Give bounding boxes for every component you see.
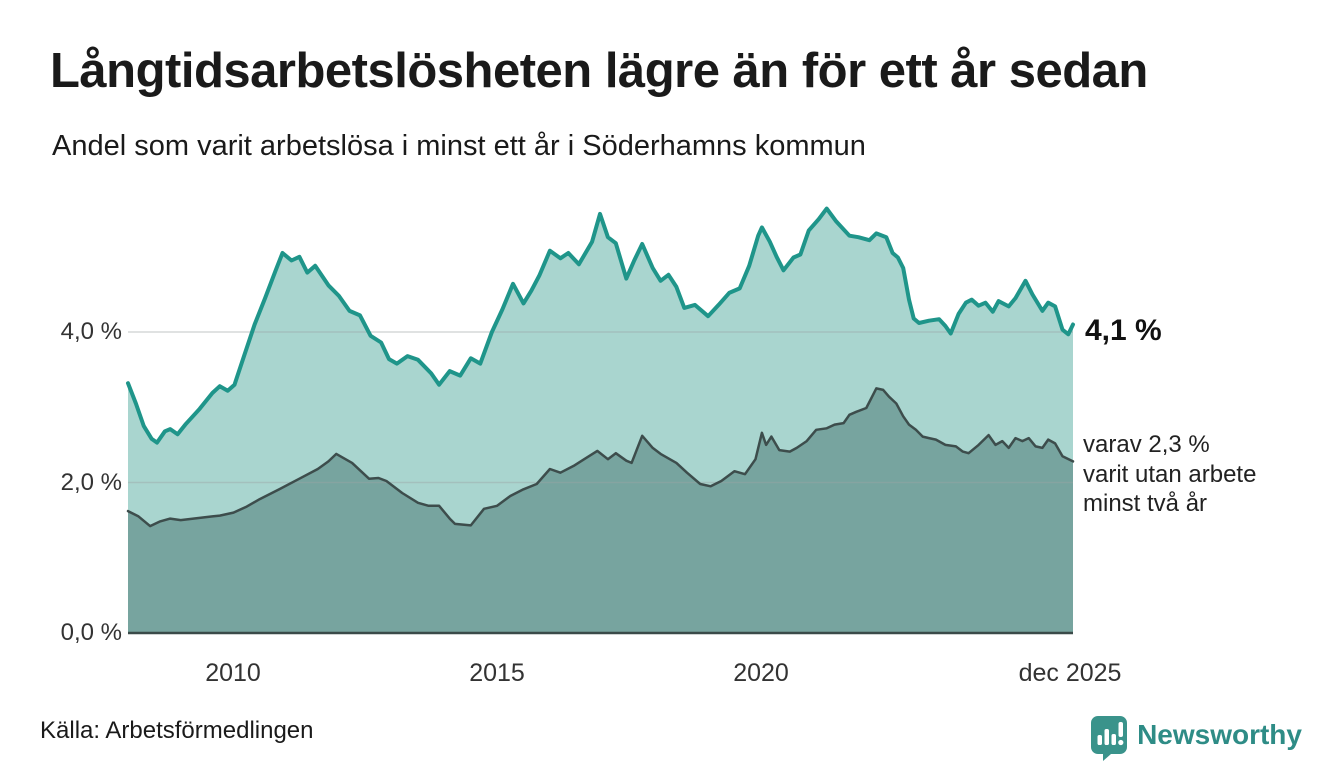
latest-value-label: 4,1 % bbox=[1085, 314, 1162, 347]
two-year-annotation: varav 2,3 % varit utan arbete minst två … bbox=[1083, 430, 1333, 519]
newsworthy-logo[interactable]: Newsworthy bbox=[1089, 705, 1302, 765]
exclamation-dot bbox=[1118, 739, 1124, 746]
line-one-year bbox=[126, 206, 1075, 445]
y-tick-4: 4,0 % bbox=[60, 318, 122, 345]
line-two-year bbox=[126, 387, 1075, 528]
source-attribution: Källa: Arbetsförmedlingen bbox=[40, 717, 314, 744]
page-title: Långtidsarbetslösheten lägre än för ett … bbox=[50, 44, 1148, 98]
two-year-annotation-line2: varit utan arbete bbox=[1083, 460, 1257, 488]
bar-3 bbox=[1111, 734, 1117, 745]
newsworthy-logo-icon bbox=[1089, 709, 1129, 761]
bar-1 bbox=[1097, 735, 1103, 745]
x-tick-2010: 2010 bbox=[205, 659, 261, 687]
bar-2 bbox=[1104, 729, 1110, 745]
area-two-year bbox=[128, 388, 1073, 633]
x-tick-2020: 2020 bbox=[733, 659, 789, 687]
y-tick-2: 2,0 % bbox=[60, 469, 122, 496]
newsworthy-logo-text: Newsworthy bbox=[1137, 719, 1302, 750]
x-tick-dec-2025: dec 2025 bbox=[1018, 659, 1122, 687]
exclamation-stem bbox=[1118, 722, 1124, 737]
chart-subtitle: Andel som varit arbetslösa i minst ett å… bbox=[52, 130, 866, 162]
two-year-annotation-line3: minst två år bbox=[1083, 490, 1208, 517]
x-tick-2015: 2015 bbox=[469, 659, 525, 687]
two-year-annotation-line1: varav 2,3 % bbox=[1083, 431, 1210, 458]
y-tick-0: 0,0 % bbox=[60, 619, 122, 646]
